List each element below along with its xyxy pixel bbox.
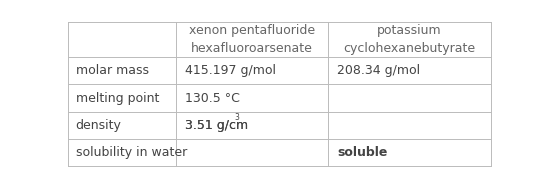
Text: 130.5 °C: 130.5 °C	[185, 91, 240, 105]
Text: molar mass: molar mass	[76, 64, 149, 77]
Text: 208.34 g/mol: 208.34 g/mol	[337, 64, 420, 77]
Text: solubility in water: solubility in water	[76, 146, 187, 159]
Text: 3: 3	[234, 113, 239, 122]
Text: soluble: soluble	[337, 146, 387, 159]
Text: melting point: melting point	[76, 91, 159, 105]
Text: xenon pentafluoride
hexafluoroarsenate: xenon pentafluoride hexafluoroarsenate	[189, 24, 315, 55]
Text: potassium
cyclohexanebutyrate: potassium cyclohexanebutyrate	[343, 24, 475, 55]
Text: 3.51 g/cm: 3.51 g/cm	[185, 119, 249, 132]
Text: density: density	[76, 119, 122, 132]
Text: 415.197 g/mol: 415.197 g/mol	[185, 64, 276, 77]
Text: 3.51 g/cm: 3.51 g/cm	[185, 119, 249, 132]
